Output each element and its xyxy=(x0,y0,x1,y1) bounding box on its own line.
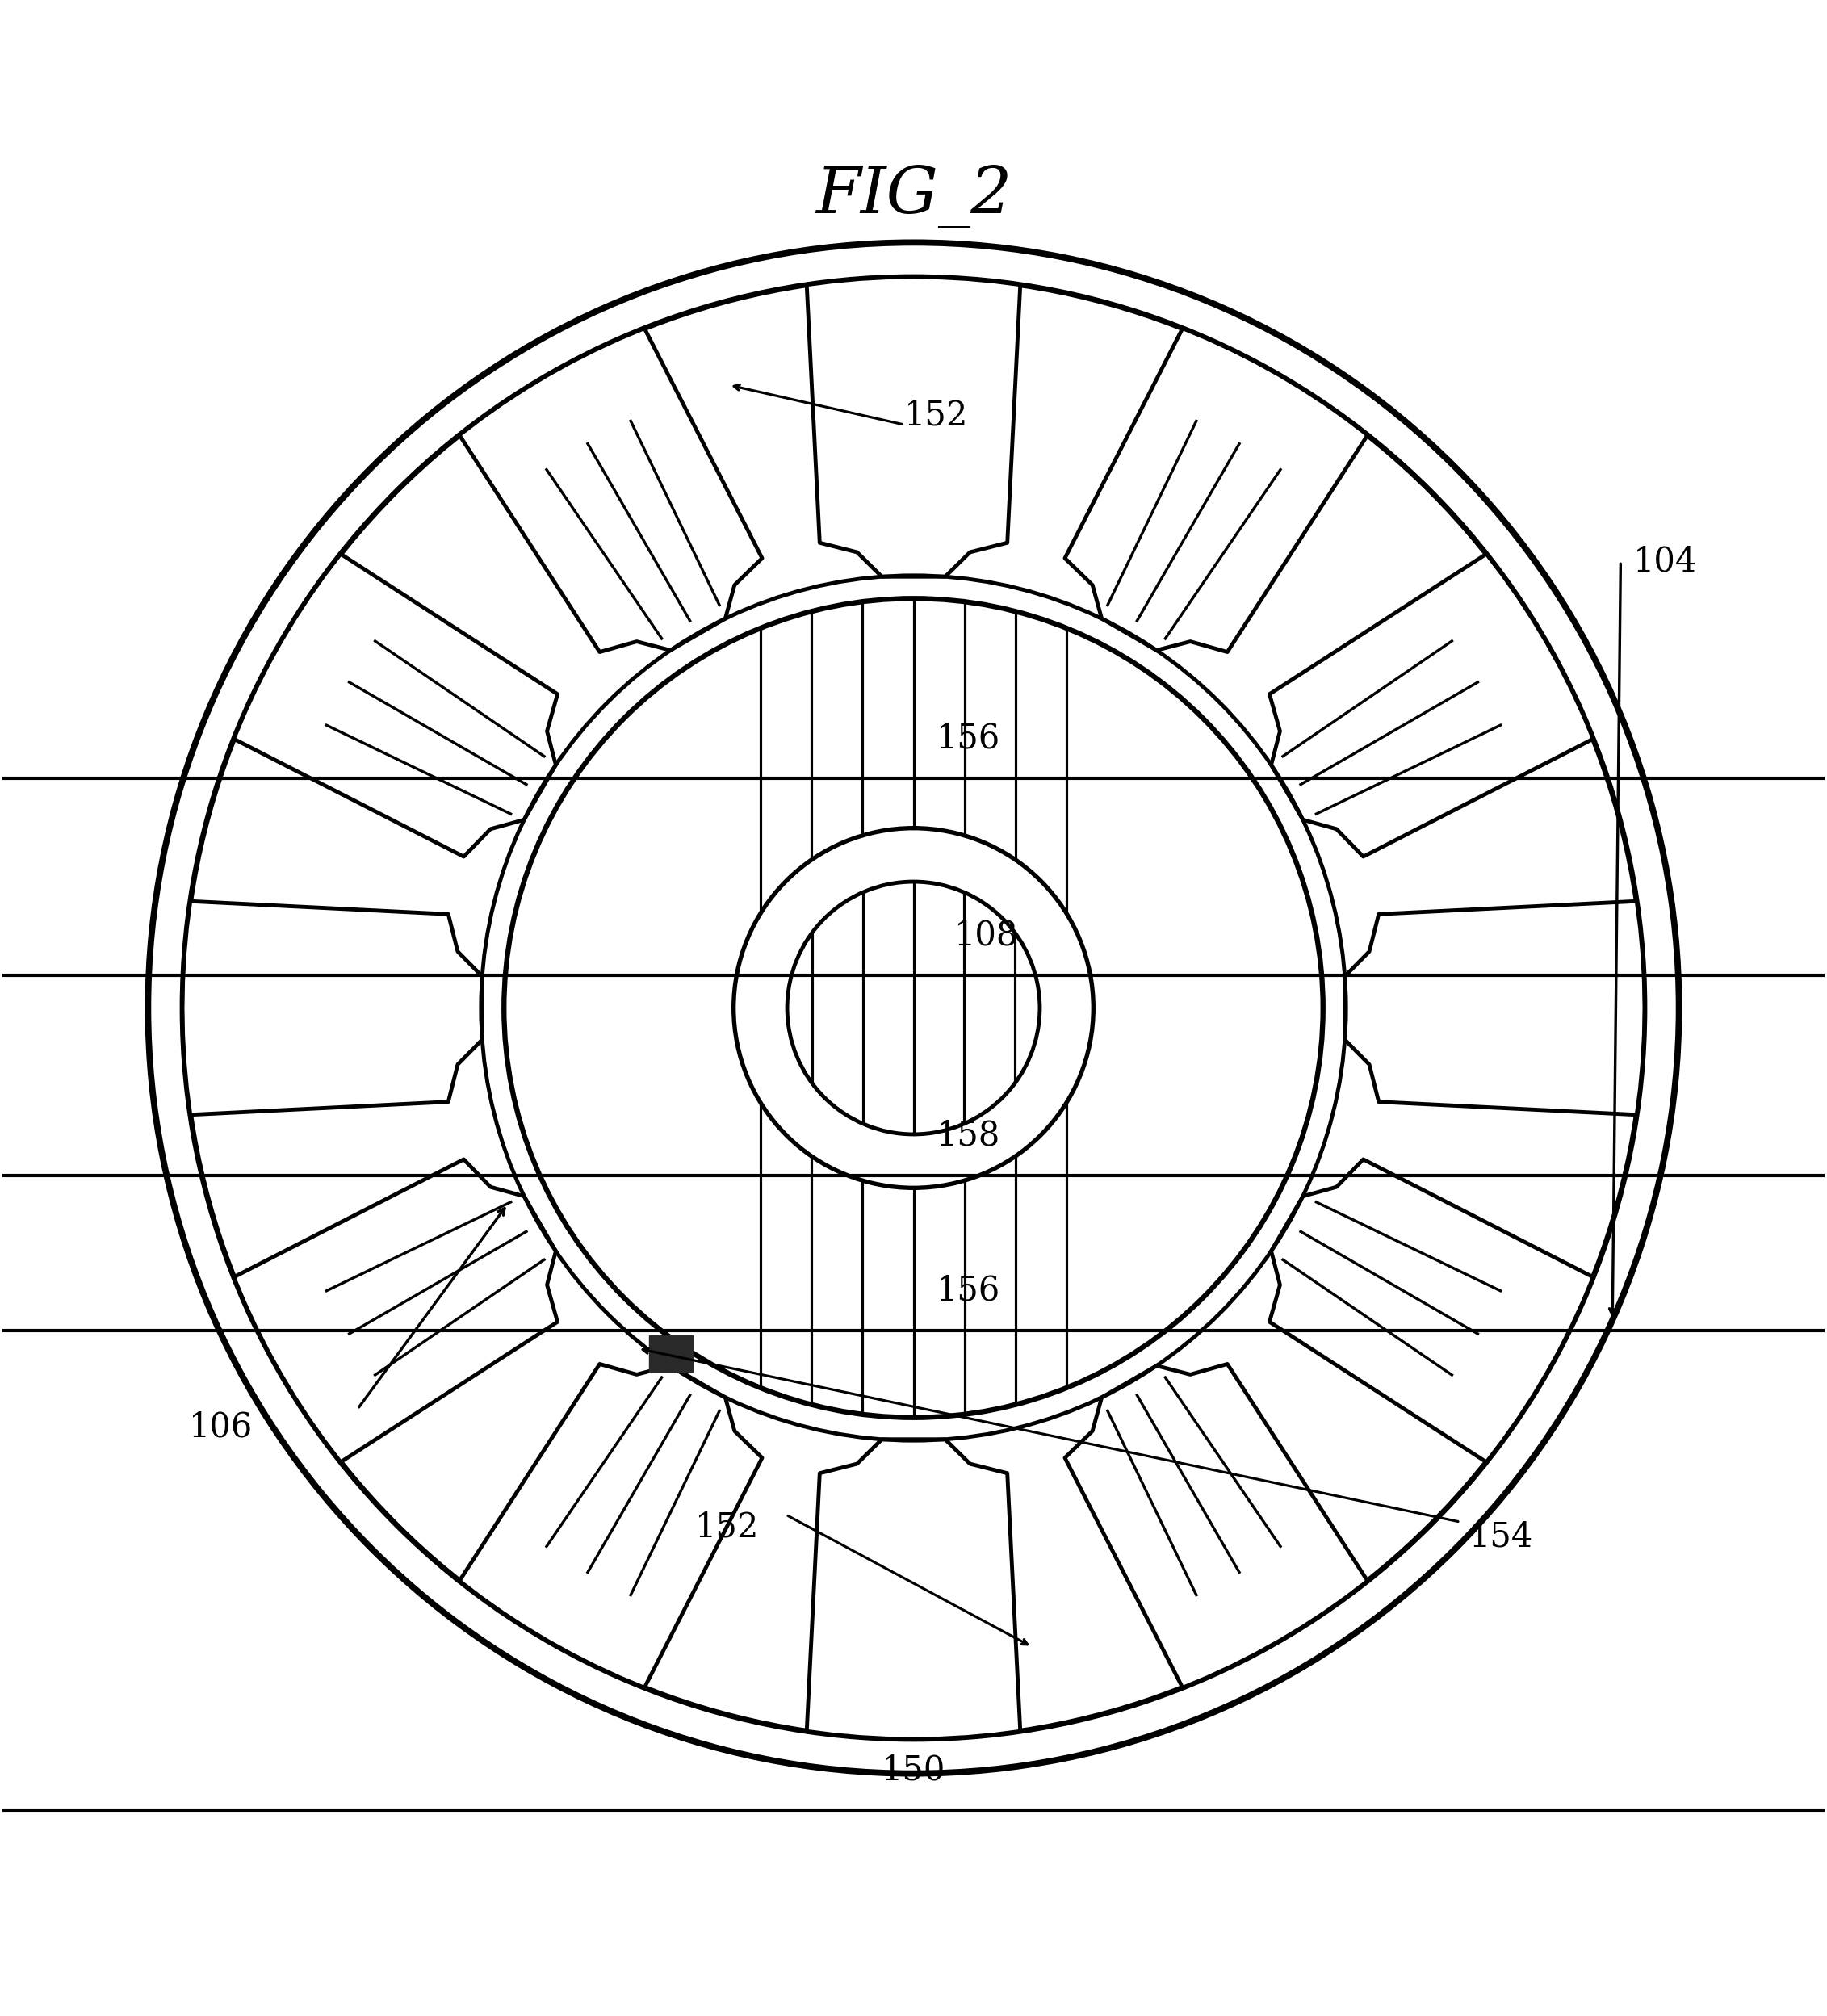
Polygon shape xyxy=(1065,329,1368,651)
Text: 106: 106 xyxy=(188,1411,252,1443)
Text: 150: 150 xyxy=(881,1752,946,1786)
Text: 158: 158 xyxy=(935,1119,999,1153)
Polygon shape xyxy=(808,276,1019,577)
Polygon shape xyxy=(234,554,557,857)
Polygon shape xyxy=(1270,554,1593,857)
Circle shape xyxy=(504,599,1323,1417)
Polygon shape xyxy=(459,329,762,651)
Polygon shape xyxy=(1345,901,1644,1115)
Text: FIG_2: FIG_2 xyxy=(815,165,1012,230)
Circle shape xyxy=(183,276,1644,1740)
Polygon shape xyxy=(234,1159,557,1462)
Polygon shape xyxy=(1270,1159,1593,1462)
Text: 104: 104 xyxy=(1633,544,1697,579)
Text: 152: 152 xyxy=(694,1510,758,1544)
Bar xyxy=(649,1337,692,1373)
Circle shape xyxy=(148,242,1679,1774)
Circle shape xyxy=(734,829,1093,1187)
Text: 156: 156 xyxy=(935,1274,999,1308)
Polygon shape xyxy=(808,1439,1019,1740)
Circle shape xyxy=(787,881,1040,1135)
Text: 154: 154 xyxy=(1469,1520,1533,1554)
Text: 108: 108 xyxy=(954,917,1018,952)
Text: 152: 152 xyxy=(904,399,968,433)
Text: 156: 156 xyxy=(935,722,999,756)
Polygon shape xyxy=(183,901,482,1115)
Polygon shape xyxy=(459,1365,762,1687)
Polygon shape xyxy=(1065,1365,1368,1687)
